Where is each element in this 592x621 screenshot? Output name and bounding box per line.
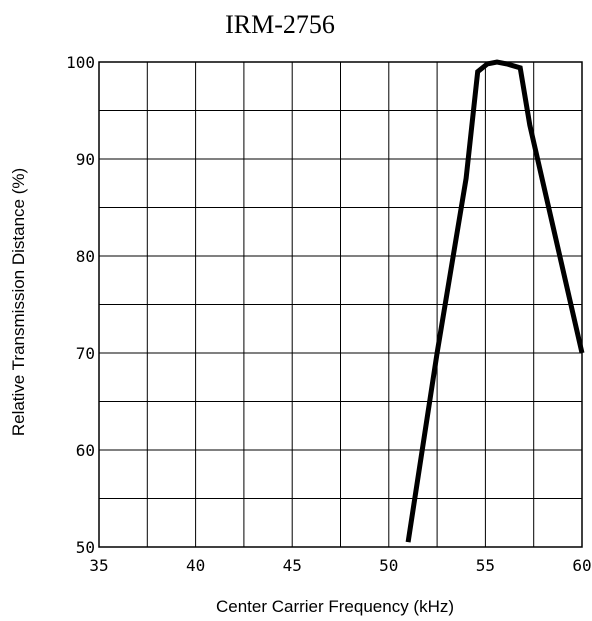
y-axis-ticks: 50 60 70 80 90 100 — [66, 53, 95, 557]
x-tick-label-50: 50 — [379, 556, 398, 575]
y-tick-label-80: 80 — [76, 247, 95, 266]
y-tick-label-50: 50 — [76, 538, 95, 557]
y-tick-label-90: 90 — [76, 150, 95, 169]
series-line-0 — [405, 59, 585, 543]
y-tick-label-70: 70 — [76, 344, 95, 363]
x-tick-label-60: 60 — [572, 556, 591, 575]
x-axis-label: Center Carrier Frequency (kHz) — [216, 597, 454, 616]
series-layer — [405, 59, 585, 543]
y-axis-label: Relative Transmission Distance (%) — [9, 168, 28, 436]
x-tick-label-55: 55 — [476, 556, 495, 575]
y-tick-label-100: 100 — [66, 53, 95, 72]
y-tick-label-60: 60 — [76, 441, 95, 460]
plot-frame — [98, 61, 583, 548]
x-tick-label-40: 40 — [186, 556, 205, 575]
x-tick-label-45: 45 — [283, 556, 302, 575]
plot-grid — [98, 61, 583, 548]
x-axis-ticks: 35 40 45 50 55 60 — [89, 556, 591, 575]
chart-title: IRM-2756 — [225, 10, 335, 39]
x-tick-label-35: 35 — [89, 556, 108, 575]
